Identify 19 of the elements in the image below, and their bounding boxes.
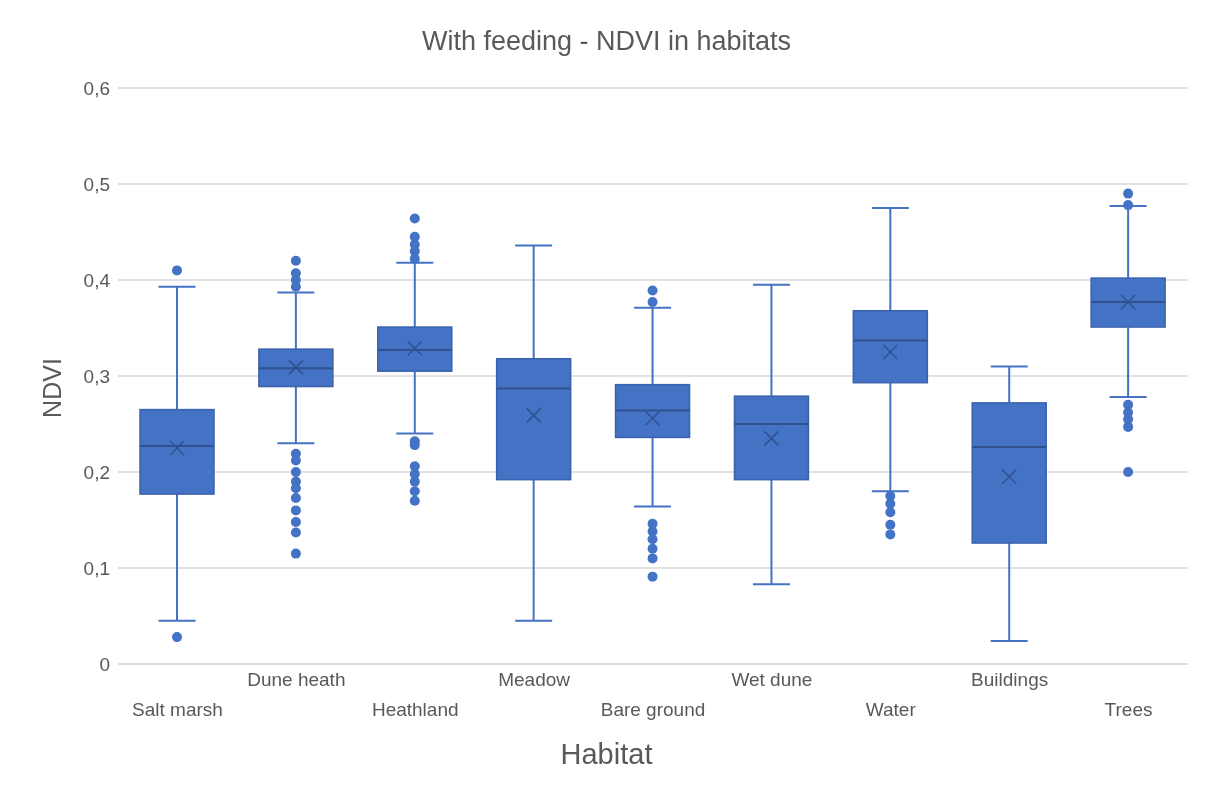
x-tick-label: Wet dune	[731, 669, 813, 690]
x-tick-label: Buildings	[971, 669, 1049, 690]
chart-title: With feeding - NDVI in habitats	[420, 26, 793, 57]
x-tick-label: Heathland	[371, 699, 459, 720]
y-tick-label: 0,3	[83, 365, 110, 387]
x-tick-label: Meadow	[498, 669, 571, 690]
y-tick-label: 0,2	[83, 461, 110, 483]
x-tick-label: Trees	[1104, 699, 1153, 720]
y-tick-label: 0,5	[83, 173, 110, 195]
y-tick-label: 0,4	[83, 269, 111, 291]
x-tick-label: Salt marsh	[132, 699, 223, 720]
x-tick-label: Bare ground	[600, 699, 706, 720]
y-axis-title: NDVI	[37, 358, 67, 418]
y-tick-label: 0,6	[83, 77, 110, 99]
x-axis-title: Habitat	[559, 738, 654, 771]
x-tick-label: Dune heath	[247, 669, 346, 690]
x-tick-label: Water	[865, 699, 917, 720]
y-tick-label: 0	[99, 653, 110, 675]
y-tick-label: 0,1	[83, 557, 110, 579]
